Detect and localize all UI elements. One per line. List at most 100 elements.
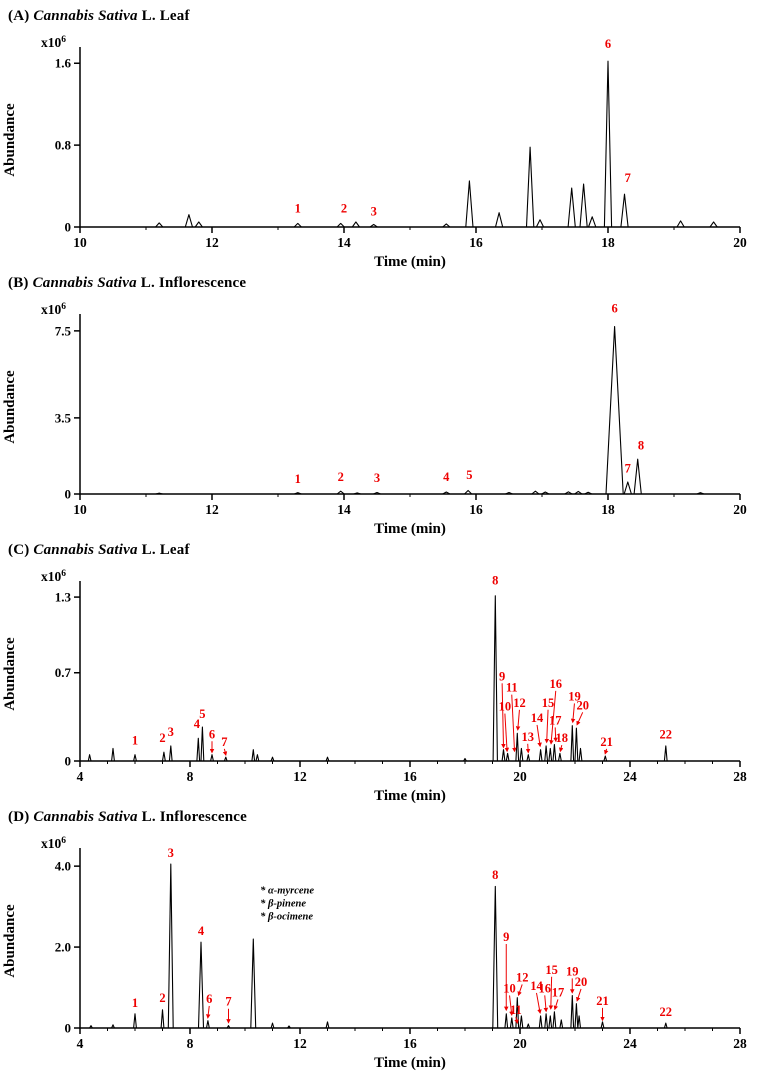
svg-text:0.8: 0.8: [55, 138, 72, 153]
panel-d: (D) Cannabis Sativa L. Inflorescence 0 2.…: [0, 806, 760, 1073]
svg-text:16: 16: [403, 769, 417, 784]
svg-text:Abundance: Abundance: [2, 904, 18, 978]
svg-text:16: 16: [469, 235, 483, 250]
svg-text:17: 17: [552, 985, 565, 999]
svg-text:3: 3: [168, 725, 174, 739]
svg-text:6: 6: [605, 37, 611, 51]
svg-text:22: 22: [660, 727, 673, 741]
svg-text:10: 10: [73, 235, 87, 250]
svg-text:8: 8: [187, 1036, 194, 1051]
svg-text:20: 20: [575, 975, 588, 989]
svg-text:13: 13: [521, 730, 534, 744]
svg-text:9: 9: [499, 669, 505, 683]
svg-text:Abundance: Abundance: [2, 637, 18, 711]
svg-text:2: 2: [341, 202, 347, 216]
svg-text:8: 8: [187, 769, 194, 784]
svg-text:11: 11: [510, 1003, 522, 1017]
svg-text:2: 2: [159, 991, 165, 1005]
panel-c-letter: (C): [8, 542, 30, 558]
panel-d-species: Cannabis Sativa: [33, 809, 138, 825]
svg-text:14: 14: [337, 502, 351, 517]
svg-text:2: 2: [159, 731, 165, 745]
panel-b-title: (B) Cannabis Sativa L. Inflorescence: [0, 272, 760, 294]
svg-text:28: 28: [733, 769, 747, 784]
svg-text:4: 4: [198, 924, 205, 938]
svg-text:10: 10: [499, 700, 512, 714]
panel-d-title-suffix: L. Inflorescence: [141, 809, 248, 825]
svg-text:0: 0: [65, 754, 72, 769]
svg-text:4: 4: [77, 769, 84, 784]
svg-text:16: 16: [469, 502, 483, 517]
svg-text:Time (min): Time (min): [374, 521, 446, 537]
svg-text:20: 20: [513, 1036, 527, 1051]
svg-text:5: 5: [199, 707, 205, 721]
svg-text:20: 20: [513, 769, 527, 784]
svg-text:4: 4: [194, 717, 201, 731]
panel-d-title: (D) Cannabis Sativa L. Inflorescence: [0, 806, 760, 828]
svg-text:x106: x106: [41, 35, 66, 50]
svg-text:12: 12: [205, 235, 219, 250]
panel-c-species: Cannabis Sativa: [33, 542, 138, 558]
panel-a-letter: (A): [8, 8, 30, 24]
svg-text:4.0: 4.0: [55, 859, 71, 874]
svg-text:18: 18: [601, 502, 615, 517]
svg-text:* β-ocimene: * β-ocimene: [260, 912, 313, 923]
svg-text:18: 18: [601, 235, 615, 250]
svg-text:0: 0: [65, 487, 72, 502]
svg-text:Abundance: Abundance: [2, 103, 18, 177]
svg-text:1: 1: [132, 734, 138, 748]
svg-text:20: 20: [733, 235, 747, 250]
panel-b-species: Cannabis Sativa: [32, 275, 137, 291]
svg-text:3.5: 3.5: [55, 410, 72, 425]
svg-text:20: 20: [576, 698, 589, 712]
svg-text:20: 20: [733, 502, 747, 517]
svg-text:2: 2: [338, 470, 344, 484]
svg-text:x106: x106: [41, 302, 66, 317]
svg-text:3: 3: [374, 471, 380, 485]
panel-b-letter: (B): [8, 275, 29, 291]
svg-text:Time (min): Time (min): [374, 254, 446, 270]
svg-text:6: 6: [206, 992, 212, 1006]
svg-text:12: 12: [516, 970, 529, 984]
svg-text:16: 16: [550, 677, 563, 691]
svg-text:12: 12: [513, 696, 526, 710]
panel-b-title-suffix: L. Inflorescence: [140, 275, 247, 291]
svg-text:18: 18: [556, 731, 569, 745]
panel-c-title-suffix: L. Leaf: [141, 542, 190, 558]
svg-text:Time (min): Time (min): [374, 788, 446, 804]
panel-a: (A) Cannabis Sativa L. Leaf 0 0.8 1.6 10 12 1…: [0, 5, 760, 272]
svg-text:15: 15: [545, 963, 558, 977]
panel-a-title: (A) Cannabis Sativa L. Leaf: [0, 5, 760, 27]
svg-text:12: 12: [293, 769, 307, 784]
svg-text:7: 7: [225, 995, 231, 1009]
svg-text:8: 8: [638, 438, 644, 452]
svg-text:21: 21: [596, 994, 609, 1008]
svg-text:Abundance: Abundance: [2, 370, 18, 444]
svg-text:7: 7: [221, 735, 227, 749]
panel-c: (C) Cannabis Sativa L. Leaf 0 0.7 1.3 4 8 12 1…: [0, 539, 760, 806]
svg-text:1: 1: [295, 202, 301, 216]
svg-text:3: 3: [168, 846, 174, 860]
svg-text:2.0: 2.0: [55, 940, 71, 955]
svg-text:0.7: 0.7: [55, 665, 72, 680]
svg-text:x106: x106: [41, 569, 66, 584]
svg-text:1.6: 1.6: [55, 56, 72, 71]
svg-text:24: 24: [623, 1036, 637, 1051]
svg-text:28: 28: [733, 1036, 747, 1051]
svg-text:0: 0: [65, 220, 72, 235]
panel-a-species: Cannabis Sativa: [33, 8, 138, 24]
svg-text:1: 1: [132, 996, 138, 1010]
panel-c-title: (C) Cannabis Sativa L. Leaf: [0, 539, 760, 561]
svg-text:7: 7: [625, 171, 631, 185]
svg-text:6: 6: [611, 301, 617, 315]
svg-text:4: 4: [77, 1036, 84, 1051]
svg-text:12: 12: [293, 1036, 307, 1051]
svg-text:16: 16: [539, 981, 552, 995]
svg-text:x106: x106: [41, 836, 66, 851]
svg-text:24: 24: [623, 769, 637, 784]
svg-text:19: 19: [568, 689, 581, 703]
